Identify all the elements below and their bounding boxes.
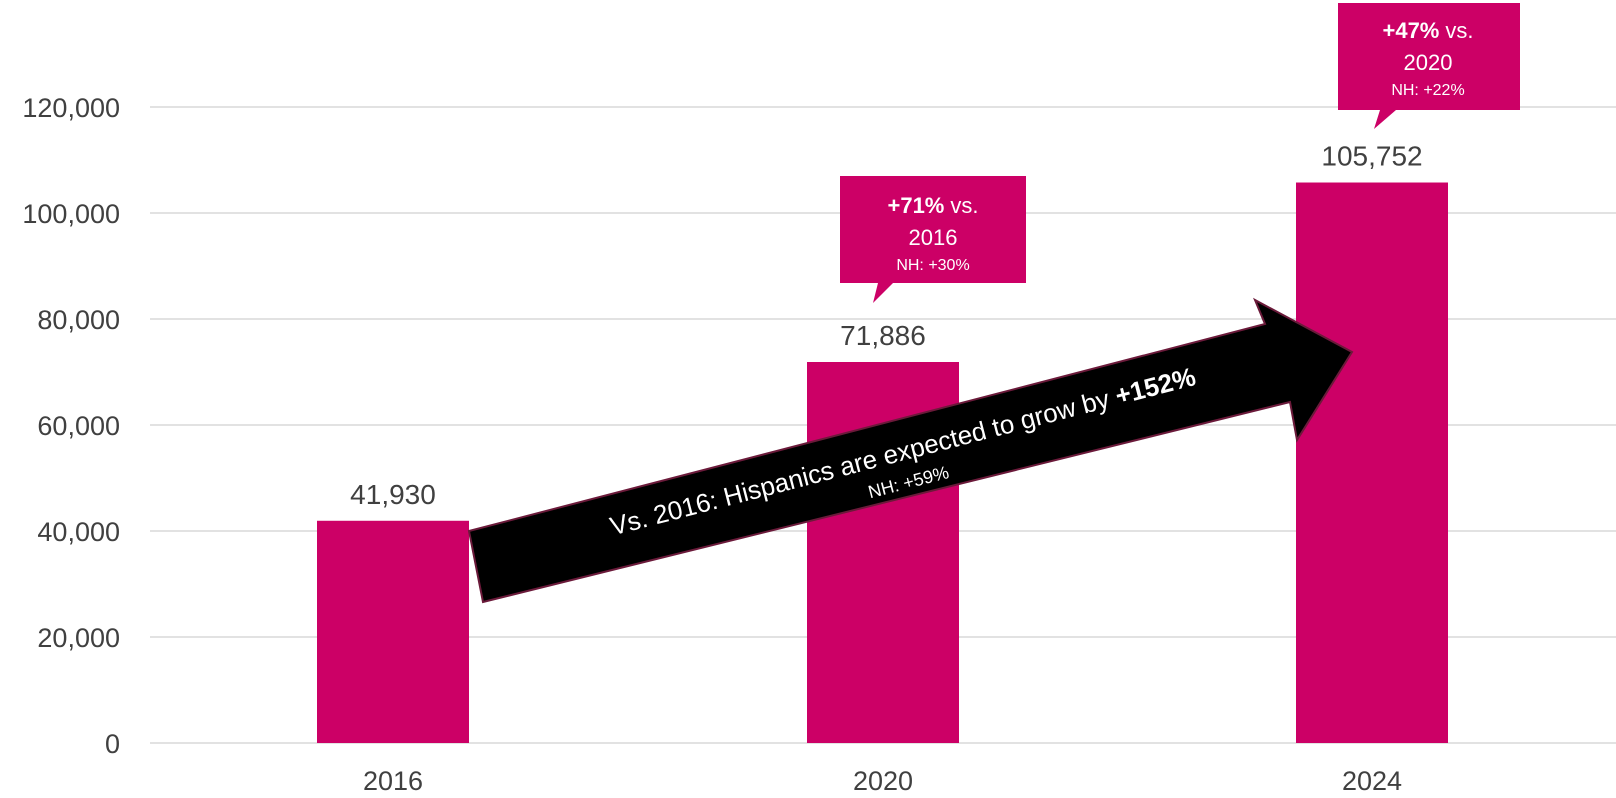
y-tick-label: 80,000 (37, 305, 120, 335)
y-tick-label: 100,000 (22, 199, 120, 229)
bar-2016 (317, 520, 469, 743)
x-axis-ticks: 2016 2020 2024 (363, 766, 1402, 796)
callout-2024-shape (1338, 3, 1520, 129)
data-label-2020: 71,886 (840, 320, 926, 351)
callout-2020-pct: +71% (887, 193, 944, 218)
bar-2024 (1296, 182, 1448, 743)
y-axis-ticks: 0 20,000 40,000 60,000 80,000 100,000 120,000 (22, 93, 120, 759)
x-tick-label-2016: 2016 (363, 766, 423, 796)
y-tick-label: 120,000 (22, 93, 120, 123)
x-tick-label-2020: 2020 (853, 766, 913, 796)
y-tick-label: 60,000 (37, 411, 120, 441)
callout-2020-shape (840, 176, 1026, 303)
callout-2020: +71% vs. 2016 NH: +30% (840, 176, 1026, 303)
y-tick-label: 0 (105, 729, 120, 759)
callout-2020-base: 2016 (909, 225, 958, 250)
callout-2024-pct: +47% (1382, 18, 1439, 43)
data-label-2024: 105,752 (1321, 141, 1422, 172)
callout-2024-nh: NH: +22% (1391, 82, 1464, 99)
data-label-2016: 41,930 (350, 479, 436, 510)
y-tick-label: 20,000 (37, 623, 120, 653)
callout-2020-line1: +71% vs. (887, 193, 978, 218)
callout-2024-line1: +47% vs. (1382, 18, 1473, 43)
y-tick-label: 40,000 (37, 517, 120, 547)
growth-arrow-shape (467, 297, 1354, 604)
callout-2024-base: 2020 (1404, 50, 1453, 75)
callout-2024-vs: vs. (1445, 18, 1473, 43)
callout-2020-nh: NH: +30% (896, 257, 969, 274)
callout-2024: +47% vs. 2020 NH: +22% (1338, 3, 1520, 129)
callout-2020-vs: vs. (950, 193, 978, 218)
data-labels: 41,930 71,886 105,752 (350, 141, 1422, 510)
x-tick-label-2024: 2024 (1342, 766, 1402, 796)
